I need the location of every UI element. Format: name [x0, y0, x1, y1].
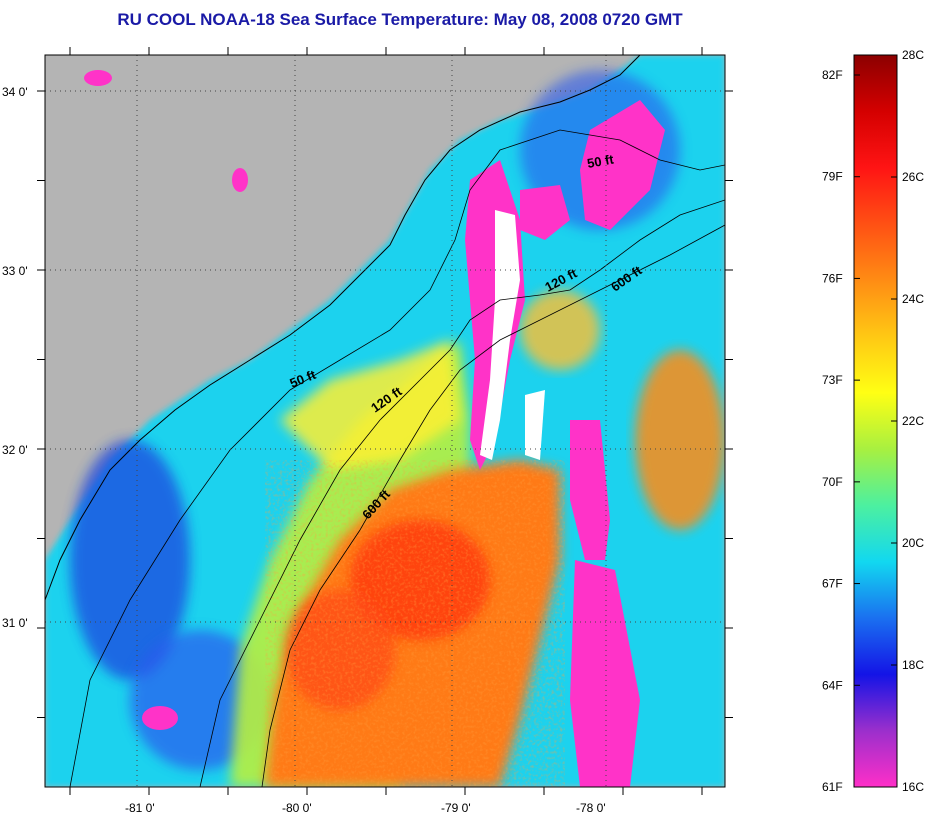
- cold-patch: [142, 706, 178, 730]
- cold-patch: [84, 70, 112, 86]
- cold-filament: [580, 100, 665, 230]
- colorbar-gradient: [854, 55, 897, 787]
- map-frame: [44, 54, 726, 788]
- map-area: [45, 55, 725, 787]
- colorbar-f-label: 76F: [822, 271, 843, 285]
- lon-label: -78 0': [576, 801, 606, 815]
- colorbar-c-label: 26C: [902, 170, 924, 184]
- no-data-area: [525, 390, 545, 460]
- cold-filament: [570, 560, 640, 787]
- isobath-label: 50 ft: [586, 151, 616, 171]
- coastline: [45, 55, 641, 601]
- colorbar-c-label: 16C: [902, 780, 924, 794]
- warm-water-band: [280, 340, 460, 470]
- colorbar-f-label: 70F: [822, 475, 843, 489]
- lon-label: -81 0': [125, 801, 155, 815]
- cool-water-patch: [70, 440, 190, 680]
- graticule: [45, 55, 725, 787]
- isobath-50ft: [69, 129, 725, 787]
- isobath-120ft: [199, 199, 725, 787]
- lat-label: 33 0': [2, 264, 28, 278]
- colorbar-c-label: 22C: [902, 414, 924, 428]
- colorbar-f-label: 79F: [822, 170, 843, 184]
- colorbar-f-label: 73F: [822, 373, 843, 387]
- colorbar-c-label: 18C: [902, 658, 924, 672]
- colorbar-c-label: 20C: [902, 536, 924, 550]
- colorbar-f-label: 61F: [822, 780, 843, 794]
- lon-label: -79 0': [441, 801, 471, 815]
- colorbar: 82F 79F 76F 73F 70F 67F 64F 61F 28C 26C 24C 22C 20C 1…: [822, 48, 924, 794]
- map-title: RU COOL NOAA-18 Sea Surface Temperature:…: [117, 10, 683, 29]
- cold-filament: [520, 185, 570, 240]
- colorbar-f-label: 64F: [822, 678, 843, 692]
- axis-ticks: [37, 47, 733, 795]
- no-data-area: [480, 210, 520, 460]
- cold-filament: [570, 420, 610, 560]
- cold-patch: [232, 168, 248, 192]
- offshore-warm-patch: [635, 350, 725, 530]
- colorbar-f-label: 67F: [822, 577, 843, 591]
- texture: [265, 460, 565, 787]
- colorbar-f-label: 82F: [822, 68, 843, 82]
- colorbar-c-label: 24C: [902, 292, 924, 306]
- lat-label: 34 0': [2, 85, 28, 99]
- lon-label: -80 0': [282, 801, 312, 815]
- lat-label: 32 0': [2, 443, 28, 457]
- lat-label: 31 0': [2, 616, 28, 630]
- colorbar-c-label: 28C: [902, 48, 924, 62]
- offshore-warm-patch: [520, 290, 600, 370]
